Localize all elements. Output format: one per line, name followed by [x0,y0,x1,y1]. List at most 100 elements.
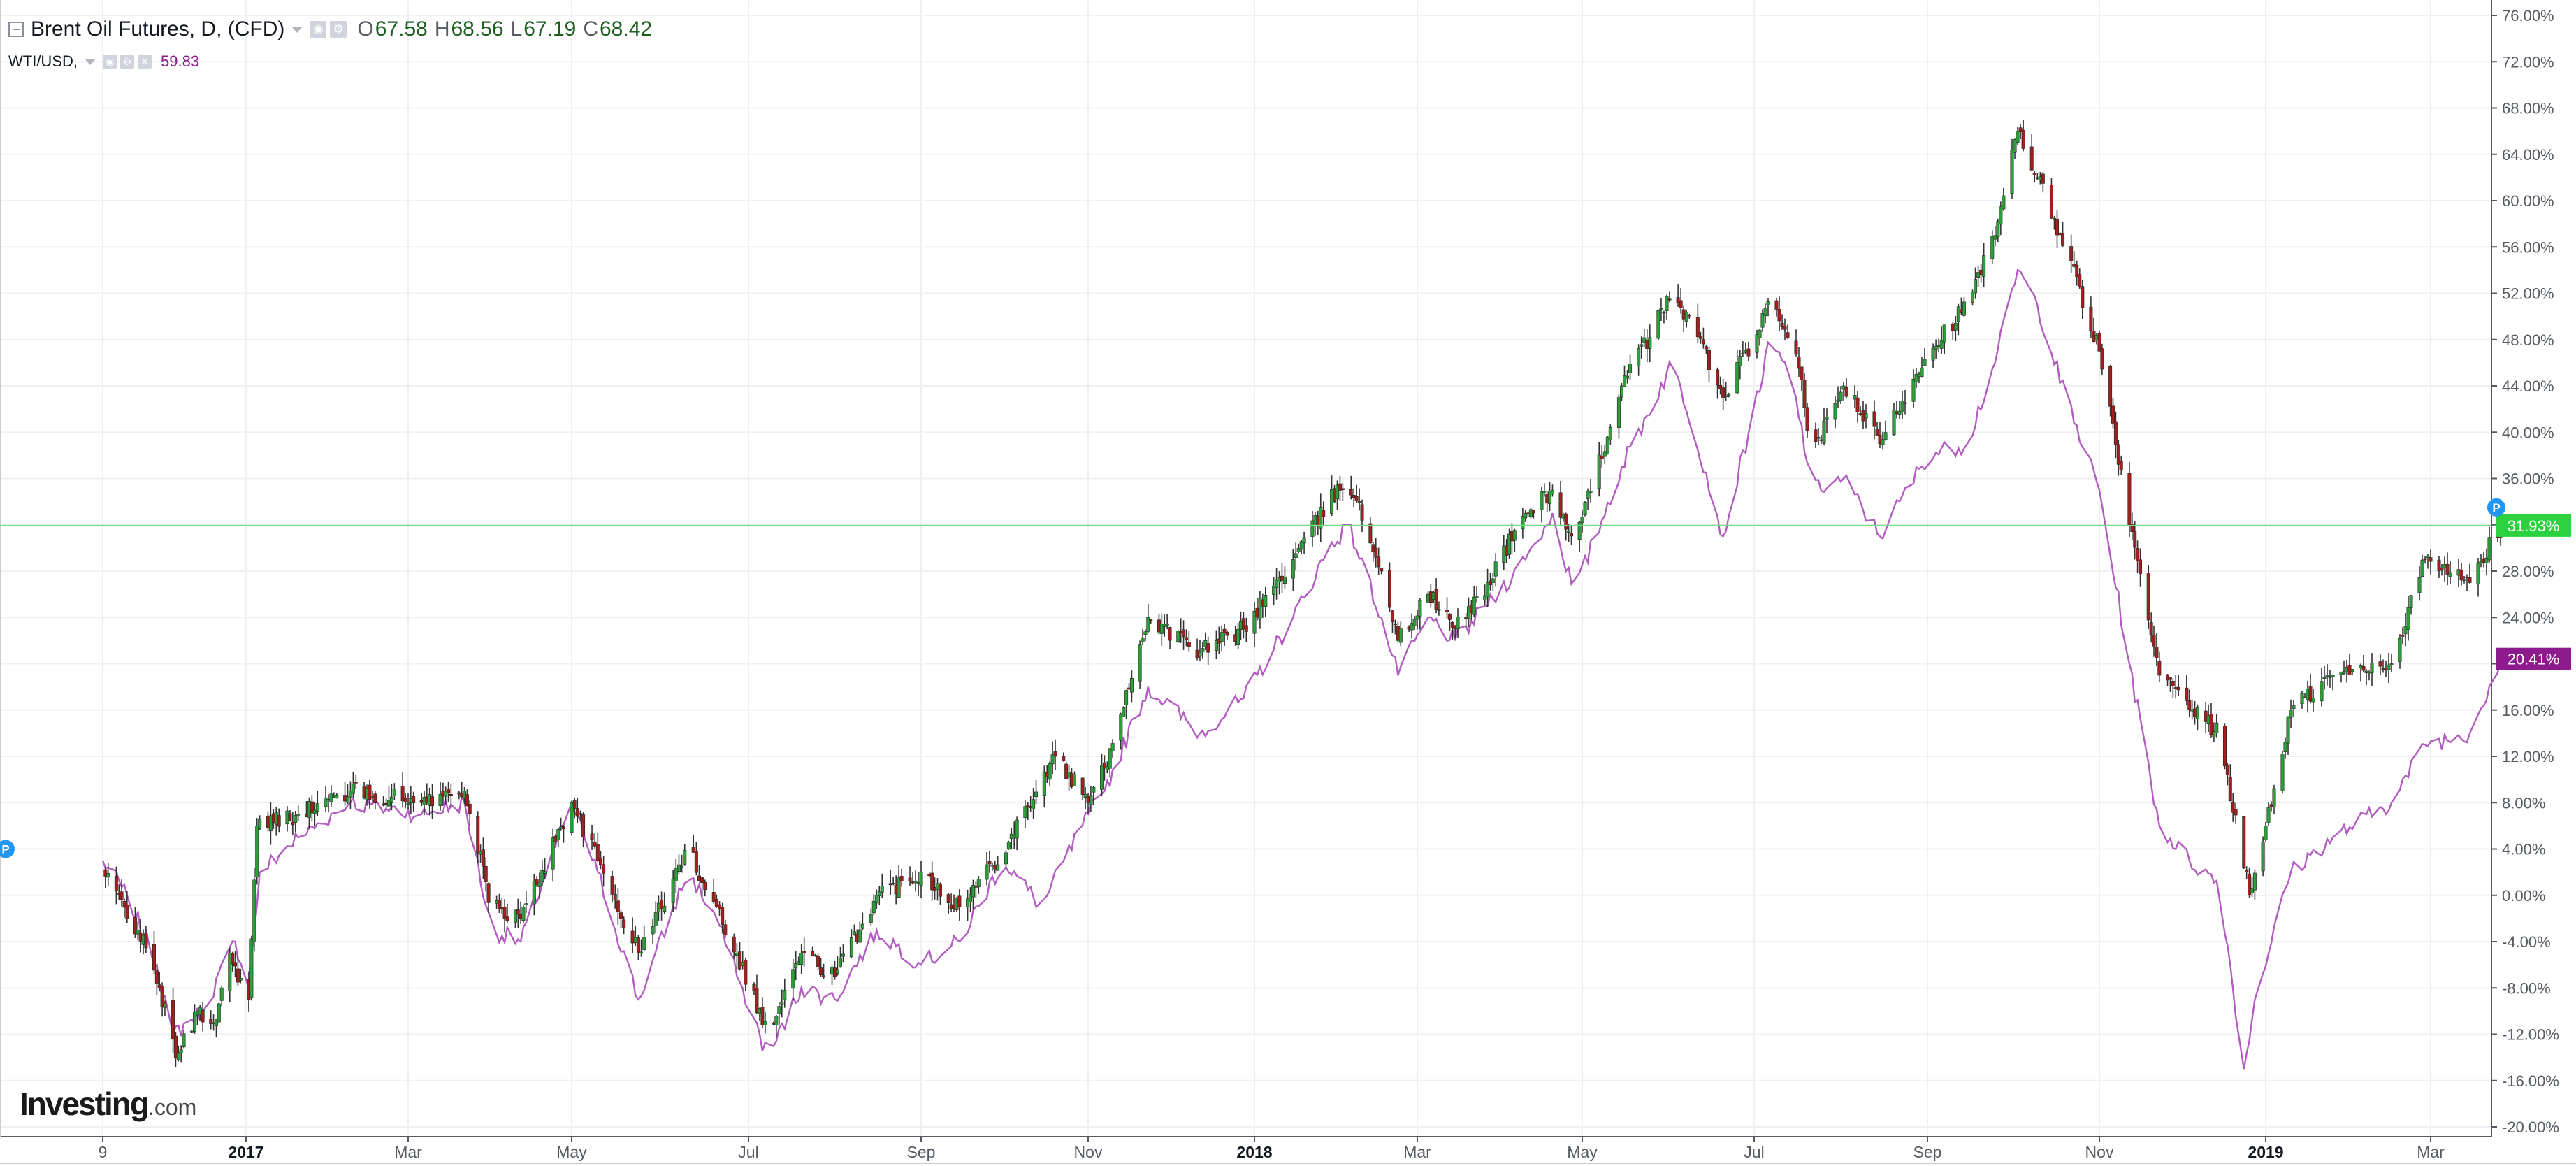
brent-candle-up [642,937,646,950]
brent-candle-up [1412,619,1417,626]
brent-candle-down [816,956,820,967]
x-tick-label: Sep [1913,1143,1942,1161]
brent-candle-down [752,984,756,991]
brent-candle-up [683,849,687,865]
brent-candle-up [1410,623,1414,631]
brent-candle-down [412,796,416,803]
brent-candle-up [1640,344,1644,347]
brent-candle-up [2252,872,2257,891]
brent-candle-down [2168,677,2172,680]
visibility-icon[interactable]: ◉ [310,21,327,38]
brent-candle-down [2401,635,2405,637]
brent-candle-up [1993,235,1997,240]
brent-candle-down [2108,366,2113,407]
brent-candle-down [703,881,707,890]
brent-candle-down [1447,613,1452,620]
close-value: 68.42 [600,17,653,41]
brent-candle-down [103,869,108,877]
brent-candle-down [2089,306,2093,332]
brent-candle-down [1450,621,1454,628]
brent-candle-up [1072,774,1076,786]
brent-candle-down [1662,312,1666,314]
brent-candle-up [1294,553,1298,558]
brent-candle-down [908,877,912,882]
brent-candle-up [1159,624,1164,634]
brent-candle-up [852,931,856,935]
brent-candle-up [996,864,1000,871]
brent-candle-down [2055,218,2060,236]
brent-candle-up [971,885,975,898]
brent-candle-down [144,933,148,949]
compare-remove-icon[interactable]: ✕ [138,55,152,69]
brent-candle-down [1805,407,1809,431]
brent-candle-down [1053,751,1057,757]
brent-candle-up [252,879,256,943]
brent-candle-up [1550,489,1554,495]
brent-candle-down [581,814,586,837]
brent-candle-up [2261,842,2265,872]
brent-candle-up [2195,707,2199,719]
brent-candle-up [656,902,660,913]
p-flag-icon [2487,498,2505,517]
settings-icon[interactable]: ⚙ [330,21,347,38]
brent-candle-down [1872,411,1876,427]
brent-candle-up [2409,595,2413,608]
brent-candle-down [1786,332,1790,339]
brent-candle-up [1724,395,1728,397]
y-tick-label: 24.00% [2502,609,2554,626]
brent-candle-up [2311,698,2315,703]
brent-candle-up [255,826,259,878]
brent-candle-up [1138,644,1142,682]
y-tick-label: -4.00% [2502,933,2551,951]
p-flag-icon [0,840,15,858]
x-tick-label: Mar [2417,1143,2445,1161]
compare-menu-caret-icon[interactable] [85,58,96,65]
brent-candle-down [2018,127,2023,132]
brent-candle-up [345,796,349,803]
brent-candle-up [838,958,842,967]
brent-candle-down [1187,642,1191,647]
brent-candle-up [2403,626,2408,635]
brent-candle-up [651,926,655,935]
series-menu-caret-icon[interactable] [291,26,303,33]
brent-candle-down [2176,686,2180,691]
brent-candle-up [2212,731,2216,737]
y-tick-label: 52.00% [2502,285,2554,303]
brent-candle-up [2370,663,2374,673]
brent-candle-down [1184,637,1188,640]
brent-candle-up [537,882,542,887]
collapse-legend-icon[interactable] [8,22,24,37]
brent-candle-up [969,894,973,903]
brent-candle-down [1388,570,1392,608]
brent-candle-down [354,782,358,784]
brent-candle-up [1042,771,1046,796]
brent-candle-up [2328,676,2332,678]
brent-candle-up [1472,596,1476,615]
brent-candle-down [288,813,292,821]
brent-candle-down [598,858,602,865]
y-tick-label: 44.00% [2502,377,2554,395]
brent-candle-up [1580,517,1584,524]
brent-candle-up [532,881,536,905]
brent-candle-up [1418,600,1422,617]
low-key: L [510,17,523,41]
brent-candle-down [2032,173,2036,175]
brent-candle-down [721,907,725,925]
brent-candle-down [2437,559,2441,572]
brent-candle-down [738,951,742,970]
compare-settings-icon[interactable]: ⚙ [120,55,134,69]
y-tick-label: 72.00% [2502,53,2554,71]
brent-candle-up [1996,221,2000,238]
brent-candle-up [1741,352,1745,354]
compare-series-legend: WTI/USD, ◉ ⚙ ✕ 59.83 [8,48,652,75]
brent-candle-down [616,900,620,912]
compare-visibility-icon[interactable]: ◉ [103,55,117,69]
brent-candle-down [1102,762,1106,768]
brent-candle-down [2231,802,2235,813]
brent-candle-down [957,895,962,907]
brent-candle-down [209,1019,213,1024]
brent-candle-up [570,802,574,833]
y-tick-label: 76.00% [2502,7,2554,24]
